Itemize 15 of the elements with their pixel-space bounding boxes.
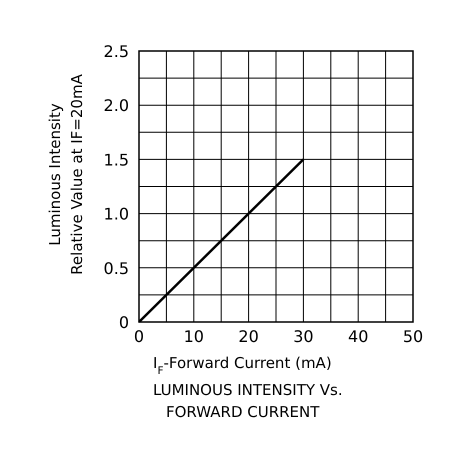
text: LUMINOUS INTENSITY Vs. FORWARD CURRENT <box>153 381 343 421</box>
y-tick-label: 1.5 <box>104 150 129 170</box>
x-tick-label: 20 <box>238 327 259 346</box>
x-tick-label: 40 <box>348 327 368 346</box>
x-tick-label: 10 <box>184 327 204 346</box>
x-tick-label: 50 <box>402 327 424 346</box>
y-tick-label: 0.5 <box>104 258 129 278</box>
y-tick-label: 0 <box>118 313 129 332</box>
x-axis-title: I$_{F}$-Forward Current (mA) <box>153 354 332 377</box>
x-tick-label: 30 <box>293 327 314 346</box>
y-tick-label: 2.0 <box>104 96 129 116</box>
y-axis-title: Luminous Intensity Relative Value at IF=20mA <box>46 73 86 275</box>
y-tick-label: 2.5 <box>104 42 129 61</box>
x-tick-label: 0 <box>134 327 144 346</box>
y-tick-label: 1.0 <box>104 204 129 224</box>
